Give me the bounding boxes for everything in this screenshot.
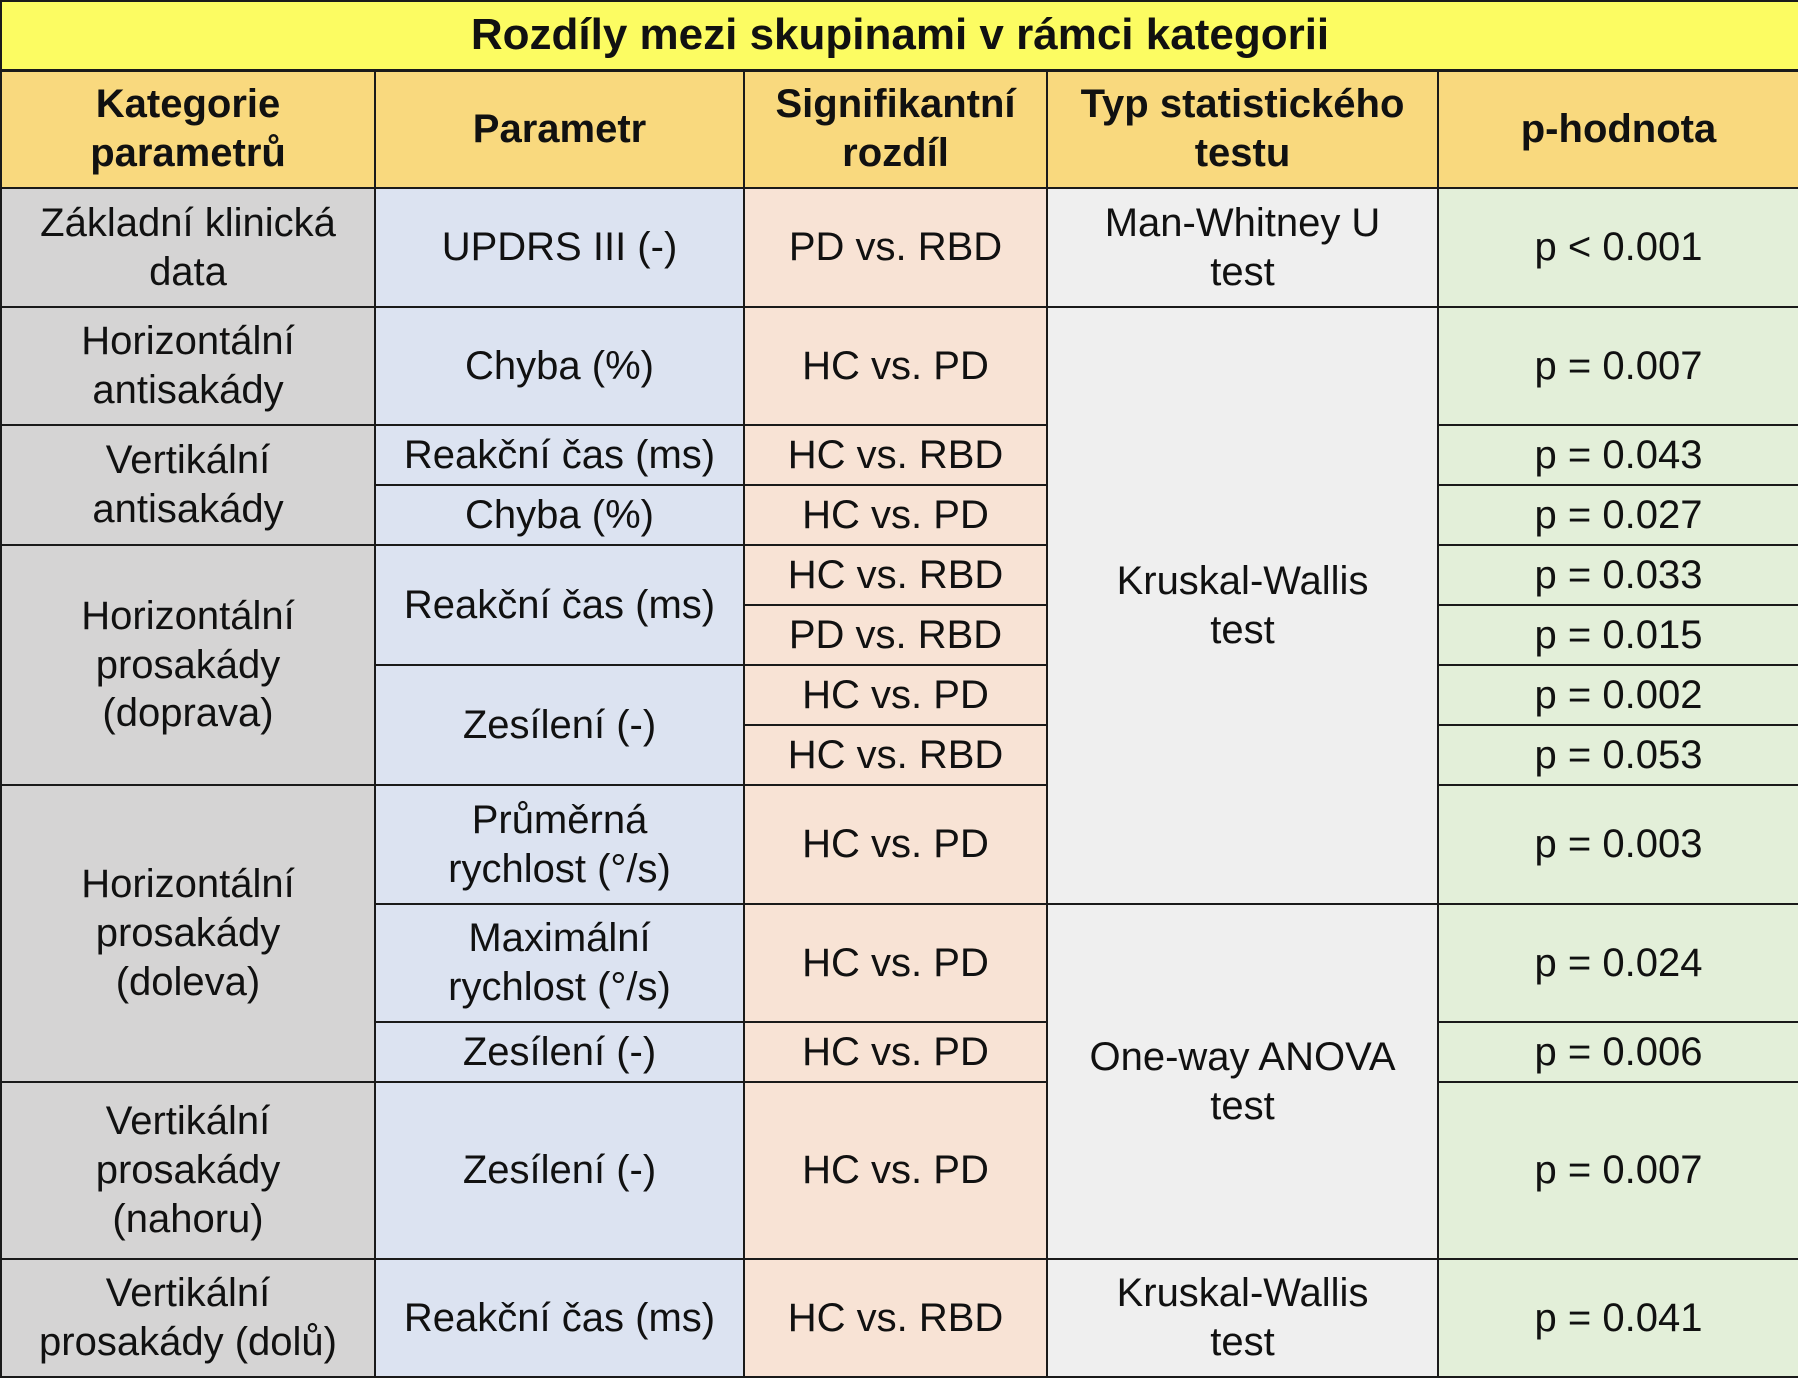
p-value-cell: p = 0.053	[1436, 724, 1798, 786]
header-significance: Signifikantní rozdíl	[743, 69, 1048, 189]
category-cell: Vertikální antisakády	[0, 424, 376, 546]
p-value-cell: p = 0.043	[1436, 424, 1798, 486]
header-p-value: p-hodnota	[1436, 69, 1798, 189]
significance-cell: HC vs. RBD	[743, 724, 1048, 786]
significance-cell: HC vs. PD	[743, 484, 1048, 546]
table-row: Horizontální prosakády (doleva) Průměrná ry…	[0, 784, 1798, 1083]
header-parameter: Parametr	[374, 69, 745, 189]
table-row: Vertikální antisakády Reakční čas (ms) HC…	[0, 424, 1798, 546]
p-value-cell: p = 0.006	[1436, 1021, 1798, 1083]
parameter-cell: Chyba (%)	[374, 484, 745, 546]
parameter-cell: Maximální rychlost (°/s)	[374, 903, 745, 1023]
significance-cell: PD vs. RBD	[743, 604, 1048, 666]
significance-cell: HC vs. PD	[743, 664, 1048, 726]
table-row: Vertikální prosakády (nahoru) Zesílení (-)…	[0, 1081, 1798, 1260]
test-type-cell: One-way ANOVA test	[1046, 903, 1439, 1260]
table-row: PD vs. RBD p = 0.015	[1, 604, 1798, 666]
parameter-cell: Zesílení (-)	[374, 664, 745, 786]
category-cell: Horizontální antisakády	[0, 306, 376, 426]
table-row: Horizontální antisakády Chyba (%) HC vs. …	[0, 306, 1798, 905]
p-value-cell: p = 0.024	[1436, 903, 1798, 1023]
table-row: HC vs. RBD p = 0.053	[1, 724, 1798, 786]
table-row: Vertikální prosakády (dolů) Reakční čas (…	[0, 1258, 1798, 1378]
parameter-cell: Zesílení (-)	[374, 1021, 745, 1083]
test-type-cell: Kruskal-Wallis test	[1046, 306, 1439, 905]
table-row: Zesílení (-) HC vs. PD p = 0.006	[1, 1021, 1798, 1083]
significance-cell: HC vs. RBD	[743, 544, 1048, 606]
header-test-type: Typ statistického testu	[1046, 69, 1439, 189]
category-cell: Horizontální prosakády (doprava)	[0, 544, 376, 786]
table-row: Horizontální prosakády (doprava) Reakční č…	[0, 544, 1798, 786]
parameter-cell: Reakční čas (ms)	[374, 424, 745, 486]
p-value-cell: p = 0.003	[1436, 784, 1798, 905]
category-cell: Horizontální prosakády (doleva)	[0, 784, 376, 1083]
table-row: Chyba (%) HC vs. PD p = 0.027	[1, 484, 1798, 546]
p-value-cell: p < 0.001	[1436, 187, 1798, 308]
p-value-cell: p = 0.007	[1436, 306, 1798, 426]
parameter-cell: Zesílení (-)	[374, 1081, 745, 1260]
parameter-cell: Reakční čas (ms)	[374, 544, 745, 666]
p-value-cell: p = 0.007	[1436, 1081, 1798, 1260]
p-value-cell: p = 0.041	[1436, 1258, 1798, 1378]
table-row: Zesílení (-) HC vs. PD p = 0.002	[1, 664, 1798, 786]
table-row: Maximální rychlost (°/s) HC vs. PD One-wa…	[1, 903, 1798, 1260]
significance-cell: HC vs. RBD	[743, 1258, 1048, 1378]
parameter-cell: Průměrná rychlost (°/s)	[374, 784, 745, 905]
table-row: Základní klinická data UPDRS III (-) PD v…	[0, 187, 1798, 308]
p-value-cell: p = 0.033	[1436, 544, 1798, 606]
p-value-cell: p = 0.027	[1436, 484, 1798, 546]
table-title: Rozdíly mezi skupinami v rámci kategorii	[0, 0, 1798, 72]
category-cell: Vertikální prosakády (dolů)	[0, 1258, 376, 1378]
parameter-cell: UPDRS III (-)	[374, 187, 745, 308]
parameter-cell: Chyba (%)	[374, 306, 745, 426]
test-type-cell: Kruskal-Wallis test	[1046, 1258, 1439, 1378]
significance-cell: HC vs. PD	[743, 1021, 1048, 1083]
parameter-cell: Reakční čas (ms)	[374, 1258, 745, 1378]
significance-cell: HC vs. PD	[743, 1081, 1048, 1260]
significance-cell: HC vs. PD	[743, 306, 1048, 426]
significance-cell: PD vs. RBD	[743, 187, 1048, 308]
p-value-cell: p = 0.002	[1436, 664, 1798, 726]
category-cell: Základní klinická data	[0, 187, 376, 308]
category-cell: Vertikální prosakády (nahoru)	[0, 1081, 376, 1260]
significance-cell: HC vs. RBD	[743, 424, 1048, 486]
p-value-cell: p = 0.015	[1436, 604, 1798, 666]
header-category: Kategorie parametrů	[0, 69, 376, 189]
significance-cell: HC vs. PD	[743, 903, 1048, 1023]
significance-cell: HC vs. PD	[743, 784, 1048, 905]
